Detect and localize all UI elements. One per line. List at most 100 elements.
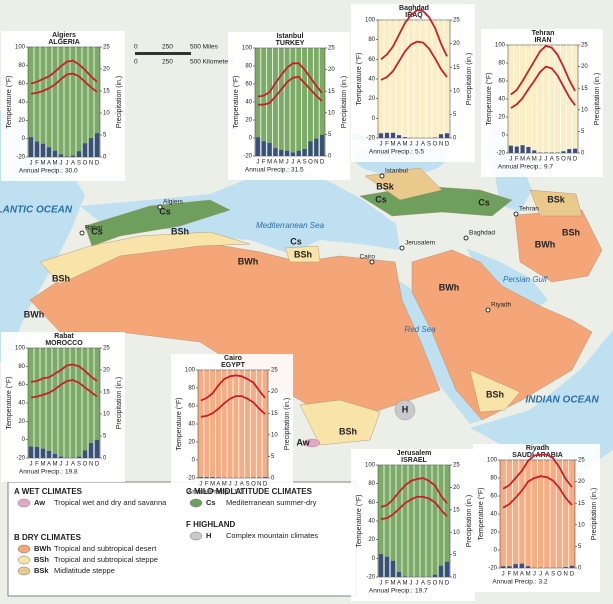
precip-tick-label: 15 [103,89,110,95]
precip-tick-label: 0 [103,155,107,161]
city-label: Istanbul [385,168,408,175]
month-label: M [210,482,215,488]
precip-bar [40,448,46,458]
water-label: ATLANTIC OCEAN [0,205,73,216]
month-label: N [257,482,261,488]
precip-bar [198,477,203,478]
temp-tick-label: 100 [365,463,376,469]
precip-tick-label: 0 [271,476,275,482]
zone-label: BSh [339,426,357,436]
temp-line [380,40,448,81]
legend-heading: A WET CLIMATES [14,487,83,496]
climograph-country: MOROCCO [45,340,83,347]
month-label: A [550,157,554,163]
month-label: J [256,160,259,166]
temp-tick-label: 20 [490,530,497,536]
month-label: M [53,462,58,468]
zone-label: BSh [171,226,189,236]
precip-axis-label: Precipitation (in.) [594,73,601,126]
month-label: M [222,482,227,488]
city-dot [79,230,85,236]
precip-bar [573,148,578,153]
month-label: A [216,482,220,488]
month-label: J [234,482,237,488]
annual-value: 30.0 [65,168,78,175]
month-label: S [246,482,250,488]
precip-bar [82,143,88,157]
temp-axis-label: Temperature (°F) [5,76,13,129]
temp-line [30,72,98,95]
month-label: M [532,157,537,163]
temp-tick-label: 100 [495,43,506,49]
precip-bar [58,154,64,157]
city-label: Jerusalem [405,240,435,247]
zone-label: BSh [294,249,312,259]
precip-tick-label: 20 [453,485,460,491]
precip-bar [396,572,402,577]
month-label: S [303,160,307,166]
climograph-country: IRAN [534,37,551,44]
legend-code: Cs [206,498,216,507]
precip-bar [76,456,82,458]
month-label: J [416,581,419,587]
precip-tick-label: 20 [328,67,335,73]
precip-bar [432,574,438,577]
legend-text: Tropical and subtropical steppe [54,555,158,564]
month-label: J [410,142,413,148]
precip-bar [513,564,518,568]
month-label: S [77,161,81,167]
month-label: J [30,462,33,468]
precip-bar [384,556,390,577]
zone-label: BWh [238,256,259,266]
city-dot [399,245,405,251]
legend-code: H [206,531,211,540]
precip-tick-label: 25 [578,458,585,464]
temp-tick-label: 80 [498,61,505,67]
temp-tick-label: 40 [18,100,25,106]
precip-bar [70,155,76,157]
month-label: A [273,160,277,166]
zone-label: Cs [478,197,490,207]
temp-tick-label: 20 [18,419,25,425]
climograph-city: Riyadh [526,445,549,452]
temp-line [510,44,576,96]
climograph-city: Istanbul [277,33,304,40]
precip-bar [438,134,444,138]
city-label: Cairo [359,254,375,261]
precip-tick-label: 0 [581,151,585,157]
temp-tick-label: 40 [18,401,25,407]
precip-tick-label: 25 [103,346,110,352]
climograph-city: Jerusalem [397,450,432,457]
water-label: Persian Gulf [503,275,548,284]
month-label: A [421,581,425,587]
month-label: O [433,142,438,148]
precip-bar [532,150,537,153]
month-label: O [308,160,313,166]
temp-tick-label: 40 [490,512,497,518]
precip-axis-label: Precipitation (in.) [116,76,123,129]
temp-tick-label: 20 [188,440,195,446]
precip-bar [390,560,396,577]
temp-tick-label: 40 [188,422,195,428]
month-label: J [286,160,289,166]
city-label: Riyadh [491,302,512,309]
month-label: O [561,157,566,163]
temp-tick-label: 60 [490,494,497,500]
month-label: N [567,157,571,163]
city-dot [369,259,375,265]
zone-label: Cs [91,226,103,236]
precip-bar [94,439,100,458]
month-label: S [427,142,431,148]
month-label: J [229,482,232,488]
month-label: M [279,160,284,166]
annual-label: Annual Precip.: [369,588,413,595]
precip-bar [444,133,450,138]
temp-tick-label: 40 [368,77,375,83]
precip-tick-label: 20 [578,479,585,485]
month-label: F [515,157,519,163]
temp-tick-label: 0 [502,133,506,139]
month-label: F [205,482,209,488]
precip-axis-label: Precipitation (in.) [116,377,123,430]
